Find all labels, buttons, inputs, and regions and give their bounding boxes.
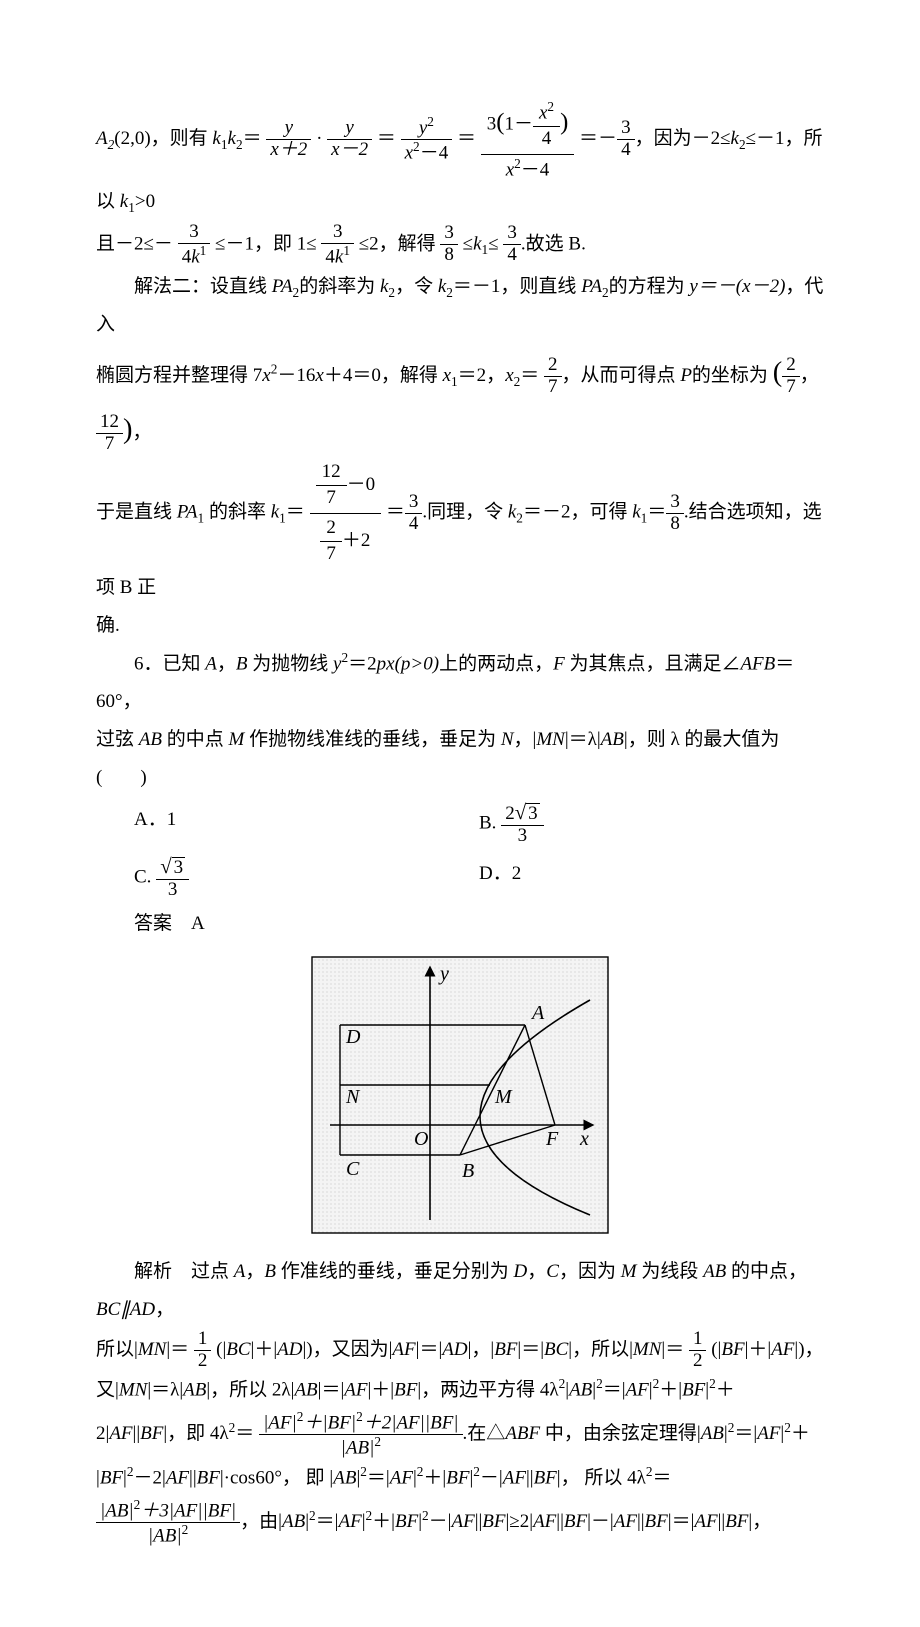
svg-text:B: B: [462, 1160, 474, 1182]
figure-parabola: y x O A B M F D N C: [96, 955, 824, 1235]
solution-p2: 所以|MN|＝ 12 (|BC|＋|AD|)，又因为|AF|＝|AD|，|BF|…: [96, 1329, 824, 1372]
answer: 答案 A: [134, 905, 824, 943]
para6: 确.: [96, 607, 824, 645]
para1: A2(2,0)，则有 k1k2＝ yx＋2 · yx－2 ＝ y2x2－4 ＝ …: [96, 96, 824, 222]
solution-p5: |BF|2－2|AF||BF|·cos60°， 即 |AB|2＝|AF|2＋|B…: [96, 1459, 824, 1497]
svg-text:O: O: [414, 1128, 428, 1150]
question-6: 6．已知 A，B 为抛物线 y2＝2px(p>0)上的两动点，F 为其焦点，且满…: [96, 645, 824, 721]
svg-text:F: F: [545, 1128, 559, 1150]
svg-text:A: A: [530, 1002, 545, 1024]
para5: 于是直线 PA1 的斜率 k1＝ 127－0 27＋2 ＝34.同理，令 k2＝…: [96, 458, 824, 607]
choice-b: B. 233: [479, 797, 824, 851]
para4: 椭圆方程并整理得 7x2－16x＋4＝0，解得 x1＝2，x2＝ 27，从而可得…: [96, 344, 824, 458]
question-6b: 过弦 AB 的中点 M 作抛物线准线的垂线，垂足为 N，|MN|＝λ|AB|，则…: [96, 721, 824, 797]
choice-a: A．1: [134, 797, 479, 851]
solution-p6: |AB|2＋3|AF||BF| |AB|2 ，由|AB|2＝|AF|2＋|BF|…: [96, 1498, 824, 1547]
svg-text:y: y: [438, 963, 449, 985]
final-ratio: |AB|2＋3|AF||BF| |AB|2: [96, 1498, 240, 1547]
frac-y-xp2: yx＋2: [266, 118, 311, 161]
big-ratio: |AF|2＋|BF|2＋2|AF||BF| |AB|2: [259, 1410, 462, 1459]
svg-text:C: C: [346, 1158, 360, 1180]
compound-frac: 127－0 27＋2: [310, 458, 382, 569]
svg-text:M: M: [494, 1086, 513, 1108]
svg-text:N: N: [345, 1086, 361, 1108]
choice-c: C. 33: [134, 851, 479, 905]
frac-y-xm2: yx－2: [327, 118, 372, 161]
svg-text:x: x: [579, 1128, 589, 1150]
choices: A．1 B. 233 C. 33 D．2: [134, 797, 824, 905]
a2: A: [96, 128, 108, 149]
choice-d: D．2: [479, 851, 824, 905]
frac-big: 3(1－x24) x2－4: [481, 96, 575, 183]
para2: 且－2≤－ 34k1 ≤－1，即 1≤ 34k1 ≤2，解得 38 ≤k1≤ 3…: [96, 222, 824, 268]
solution-p4: 2|AF||BF|，即 4λ2＝ |AF|2＋|BF|2＋2|AF||BF| |…: [96, 1410, 824, 1459]
para3: 解法二：设直线 PA2的斜率为 k2，令 k2＝－1，则直线 PA2的方程为 y…: [96, 268, 824, 344]
svg-text:D: D: [345, 1026, 361, 1048]
frac-y2: y2x2－4: [401, 115, 453, 164]
solution-p1: 解析 过点 A，B 作准线的垂线，垂足分别为 D，C，因为 M 为线段 AB 的…: [96, 1253, 824, 1329]
page: A2(2,0)，则有 k1k2＝ yx＋2 · yx－2 ＝ y2x2－4 ＝ …: [0, 0, 920, 1627]
solution-p3: 又|MN|＝λ|AB|，所以 2λ|AB|＝|AF|＋|BF|，两边平方得 4λ…: [96, 1371, 824, 1409]
neg34: 34: [617, 118, 635, 161]
